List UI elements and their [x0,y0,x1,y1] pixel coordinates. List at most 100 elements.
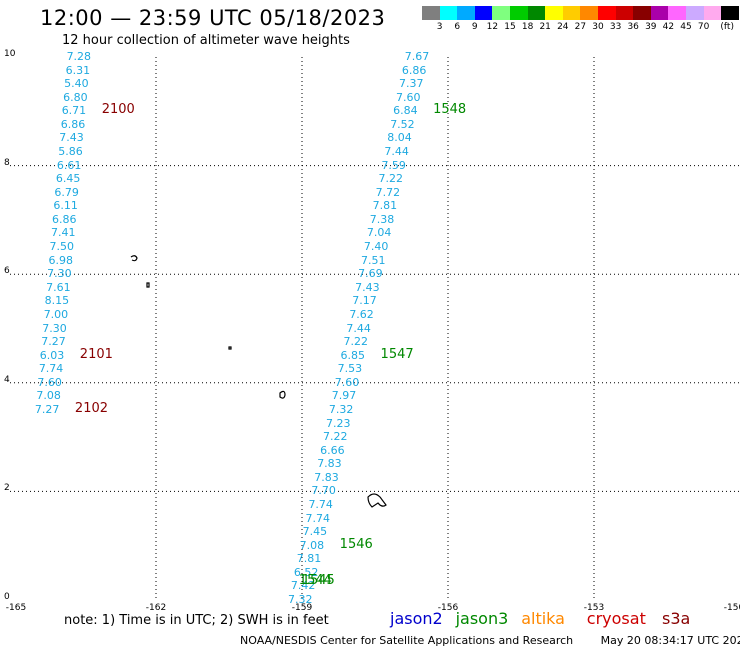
map-title: 12:00 — 23:59 UTC 05/18/2023 [40,6,386,30]
wave-height-value: 7.70 [311,484,336,498]
color-swatch [562,6,581,20]
footer-date: May 20 08:34:17 UTC 2023 [600,634,740,647]
wave-height-value: 6.79 [54,185,79,199]
color-scale-label: 45 [680,22,692,32]
wave-height-value: 6.86 [60,117,86,131]
wave-height-value: 7.50 [49,240,75,254]
color-scale-label: 9 [471,22,478,32]
island-outline [146,282,150,288]
wave-height-value: 7.08 [36,389,61,403]
wave-height-value: 7.43 [59,131,84,145]
wave-height-value: 6.61 [56,158,82,172]
wave-height-value: 6.66 [320,443,345,457]
wave-height-value: 7.44 [346,321,371,335]
units-note: note: 1) Time is in UTC; 2) SWH is in fe… [64,613,329,628]
island-outline [228,346,232,350]
wave-height-value: 7.69 [358,267,383,281]
color-swatch [650,6,669,20]
wave-height-value: 6.45 [55,172,81,186]
color-scale-label: 24 [557,22,569,32]
color-scale-label: 6 [454,22,461,32]
pass-label: 2101 [79,346,113,362]
wave-height-value: 7.08 [299,538,325,552]
wave-height-value: 7.83 [314,470,339,484]
wave-height-value: 6.52 [293,565,319,579]
color-scale-label: 18 [521,22,534,32]
color-swatch [668,6,686,20]
wave-height-value: 7.04 [366,226,392,240]
wave-height-value: 7.28 [66,50,92,63]
x-tick-label: -162 [145,603,167,613]
wave-height-value: 7.32 [328,402,354,416]
pass-label: 1548 [433,102,467,118]
wave-height-value: 7.38 [369,212,395,226]
wave-height-value: 7.74 [308,497,333,511]
wave-height-value: 6.85 [340,348,366,362]
y-tick-label: 6 [4,266,10,277]
legend-jason3: jason3 [455,609,509,628]
color-swatch [545,6,563,20]
wave-height-value: 7.17 [352,294,377,308]
y-tick-label: 4 [4,374,10,385]
x-tick-label: -159 [291,603,313,613]
wave-height-value: 7.40 [363,240,389,254]
color-swatch [703,6,722,20]
y-tick-label: 0 [4,592,10,602]
map-subtitle: 12 hour collection of altimeter wave hei… [62,33,350,48]
color-swatch [509,6,528,20]
color-scale-label: 15 [504,22,516,32]
wave-height-value: 7.60 [396,90,421,104]
wave-height-value: 5.40 [64,77,89,91]
wave-height-value: 7.22 [378,172,404,186]
wave-height-value: 7.30 [42,321,67,335]
wave-height-value: 7.51 [361,253,386,267]
wave-height-value: 6.98 [48,253,74,267]
footer: NOAA/NESDIS Center for Satellite Applica… [240,634,740,647]
wave-height-value: 7.23 [325,416,351,430]
color-scale-label: 42 [662,22,675,32]
wave-height-value: 6.80 [63,90,88,104]
x-tick-label: -150 [723,603,740,613]
color-swatch [685,6,704,20]
wave-height-value: 7.45 [302,525,328,539]
color-scale-label: 3 [436,22,443,32]
color-scale-label: 33 [609,22,622,32]
wave-height-value: 7.60 [334,375,360,389]
wave-height-value: 7.72 [375,185,401,199]
wave-height-value: 7.67 [404,50,430,63]
wave-height-value: 6.03 [39,348,65,362]
footer-credit: NOAA/NESDIS Center for Satellite Applica… [240,634,574,647]
color-scale-label: 36 [627,22,639,32]
pass-label: 1546 [339,536,373,552]
wave-height-value: 7.74 [38,362,64,376]
wave-height-value: 7.32 [288,593,313,606]
color-swatch [422,6,440,20]
x-tick-label: -153 [583,603,605,613]
wave-height-value: 7.00 [43,307,69,321]
x-tick-label: -156 [437,603,459,613]
wave-height-value: 8.04 [387,131,412,145]
pass-label: 1547 [380,346,414,362]
wave-height-value: 7.52 [390,117,415,131]
pass-label: 2102 [74,400,109,416]
wave-height-value: 6.86 [401,63,427,77]
legend-s3a: s3a [662,609,691,628]
wave-height-value: 7.81 [296,552,322,566]
wave-height-value: 6.86 [51,212,77,226]
wave-height-value: 7.37 [398,77,424,91]
color-scale-label: (ft) [720,22,734,32]
color-scale-bar [422,6,739,20]
color-swatch [721,6,739,20]
wave-height-value: 8.15 [44,294,70,308]
island-outline [130,255,138,262]
legend-altika: altika [521,609,565,628]
wave-height-value: 6.71 [61,104,87,118]
color-scale-label: 39 [645,22,657,32]
wave-height-value: 7.30 [47,267,72,281]
color-scale-label: 30 [592,22,604,32]
color-swatch [457,6,475,20]
pass-label: 1544 [298,573,332,588]
wave-height-value: 7.27 [34,402,60,416]
wave-height-value: 7.22 [343,335,368,349]
